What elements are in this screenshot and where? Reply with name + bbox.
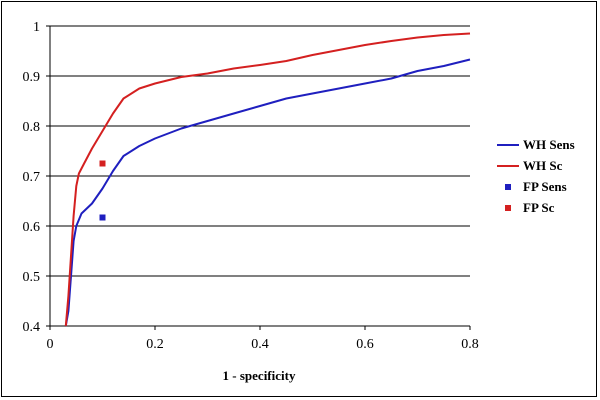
y-tick-label: 0.5 — [23, 270, 41, 285]
y-tick-label: 0.8 — [23, 120, 41, 135]
y-tick-label: 0.9 — [23, 70, 41, 85]
series-line-wh-sc — [64, 32, 471, 327]
y-tick-label: 1 — [33, 20, 40, 35]
x-tick-label: 0.8 — [461, 337, 479, 352]
series-point-fp-sens — [99, 214, 106, 221]
legend-swatch-fp-sc — [505, 205, 511, 211]
y-tick-label: 0.6 — [23, 220, 41, 235]
x-tick-label: 0.4 — [251, 337, 269, 352]
legend-label-wh-sc: WH Sc — [523, 158, 563, 173]
x-tick-label: 0 — [47, 337, 54, 352]
plot-area — [64, 32, 471, 327]
legend-label-fp-sens: FP Sens — [523, 179, 567, 194]
x-tick-label: 0.6 — [356, 337, 374, 352]
legend: WH Sens WH Sc FP Sens FP Sc — [497, 137, 575, 215]
series-line-wh-sens — [64, 58, 471, 327]
axes — [46, 25, 471, 330]
y-tick-label: 0.4 — [23, 320, 41, 335]
x-axis-label: 1 - specificity — [223, 368, 296, 383]
legend-swatch-fp-sens — [505, 184, 511, 190]
tick-labels: 0.4 0.5 0.6 0.7 0.8 0.9 1 0 0.2 0.4 0.6 0.8 — [23, 20, 479, 352]
gridlines — [50, 25, 470, 327]
series-point-fp-sc — [99, 160, 106, 167]
y-tick-label: 0.7 — [23, 170, 41, 185]
legend-label-fp-sc: FP Sc — [523, 200, 555, 215]
legend-label-wh-sens: WH Sens — [523, 137, 575, 152]
x-tick-label: 0.2 — [146, 337, 164, 352]
